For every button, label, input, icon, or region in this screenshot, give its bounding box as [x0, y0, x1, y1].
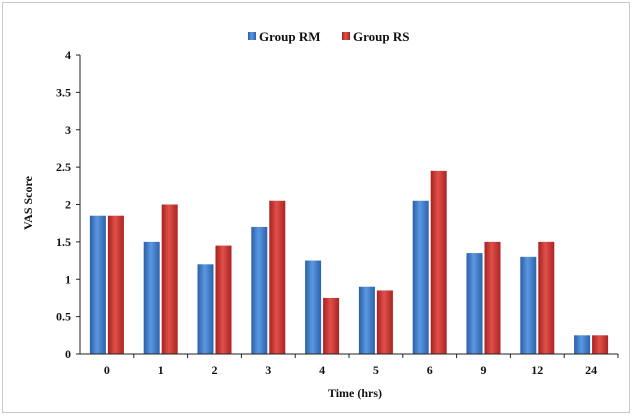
bar-group-rm-5 [358, 286, 375, 354]
bar-group-rs-5 [376, 290, 393, 354]
y-axis-ticks: 0 0.5 1 1.5 2 2.5 3 3.5 4 [56, 48, 80, 361]
bar-group-rs-24 [592, 335, 609, 354]
x-axis-ticks: 0 1 2 3 4 5 6 9 12 24 [104, 354, 619, 377]
bar-group-rs-4 [323, 297, 340, 354]
x-tick-label: 24 [585, 363, 597, 377]
bar-group-rm-12 [520, 256, 537, 354]
y-tick-label: 2.5 [56, 160, 71, 174]
legend: Group RM Group RS [248, 29, 409, 44]
bar-group-rm-0 [89, 215, 106, 354]
y-tick-label: 0.5 [56, 310, 71, 324]
bar-group-rs-6 [430, 170, 447, 354]
x-tick-label: 2 [212, 363, 218, 377]
x-tick-label: 0 [104, 363, 110, 377]
bar-group-rs-0 [107, 215, 124, 354]
legend-label-group-rs: Group RS [353, 29, 409, 44]
legend-swatch-group-rm [248, 32, 256, 40]
x-axis-title: Time (hrs) [328, 386, 382, 400]
y-tick-label: 3.5 [56, 85, 71, 99]
x-tick-label: 5 [373, 363, 379, 377]
bar-group-rm-6 [412, 200, 429, 354]
bar-group-rm-1 [143, 241, 160, 354]
bar-group-rs-12 [538, 241, 555, 354]
bar-group-rm-2 [197, 264, 214, 354]
x-tick-label: 3 [265, 363, 271, 377]
bar-group-rm-3 [251, 226, 268, 354]
bar-group-rs-3 [269, 200, 286, 354]
bar-group-rs-2 [215, 245, 232, 354]
bar-group-rs-9 [484, 241, 501, 354]
y-tick-label: 1 [65, 272, 71, 286]
bar-group-rm-9 [466, 253, 483, 354]
y-tick-label: 2 [65, 198, 71, 212]
legend-swatch-group-rs [342, 32, 350, 40]
bar-group-rm-24 [574, 335, 591, 354]
legend-label-group-rm: Group RM [259, 29, 321, 44]
x-tick-label: 4 [319, 363, 325, 377]
y-axis-title: VAS Score [21, 175, 35, 230]
x-tick-label: 12 [531, 363, 543, 377]
x-tick-label: 9 [481, 363, 487, 377]
x-tick-label: 1 [158, 363, 164, 377]
y-tick-label: 0 [65, 347, 71, 361]
y-tick-label: 3 [65, 123, 71, 137]
bar-group-rs-1 [161, 204, 178, 354]
y-tick-label: 4 [65, 48, 71, 62]
y-tick-label: 1.5 [56, 235, 71, 249]
x-tick-label: 6 [427, 363, 433, 377]
bars [89, 170, 609, 354]
bar-group-rm-4 [305, 260, 322, 354]
